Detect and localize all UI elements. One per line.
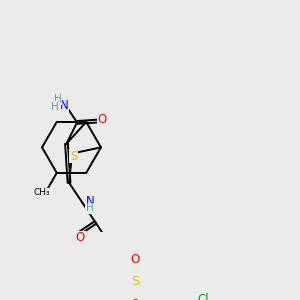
Text: N: N	[60, 99, 69, 112]
Text: O: O	[130, 298, 140, 300]
Text: H: H	[51, 102, 59, 112]
Text: CH₃: CH₃	[34, 188, 50, 197]
Text: H: H	[54, 94, 62, 104]
Text: N: N	[86, 195, 94, 208]
Text: O: O	[76, 231, 85, 244]
Text: Cl: Cl	[197, 293, 209, 300]
Text: S: S	[70, 150, 77, 163]
Text: O: O	[98, 113, 107, 126]
Text: H: H	[86, 203, 93, 213]
Text: S: S	[131, 275, 140, 288]
Text: O: O	[130, 253, 140, 266]
